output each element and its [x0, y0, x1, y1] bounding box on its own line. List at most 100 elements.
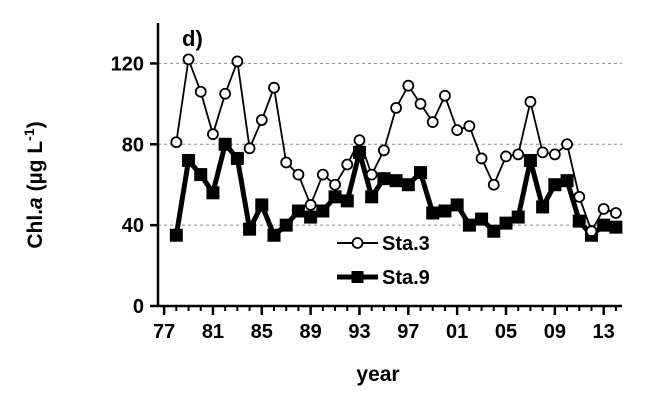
point-sta3-1991 [329, 178, 341, 191]
point-sta9-2006 [511, 210, 525, 224]
point-sta9-1992 [340, 194, 354, 208]
point-sta3-2010 [561, 138, 573, 151]
point-sta3-2013 [597, 203, 610, 215]
series-sta3 [170, 53, 622, 238]
point-sta3-2008 [536, 146, 549, 159]
x-tick-label-1981: 81 [202, 321, 224, 343]
point-sta3-1987 [280, 156, 293, 169]
x-tick-label-1977: 77 [153, 321, 175, 343]
point-sta3-1999 [426, 116, 439, 128]
point-sta9-1999 [426, 206, 440, 220]
point-sta9-1981 [206, 186, 220, 200]
point-sta9-1994 [365, 190, 379, 204]
point-sta3-2004 [487, 178, 500, 191]
point-sta9-2014 [609, 220, 623, 234]
point-sta3-1992 [341, 158, 354, 171]
point-sta9-2011 [572, 214, 586, 228]
point-sta3-1993 [353, 134, 366, 147]
point-sta9-1986 [267, 228, 281, 242]
legend-label-sta9: Sta.9 [382, 267, 430, 289]
point-sta9-2004 [487, 224, 501, 238]
x-tick-label-1993: 93 [348, 321, 370, 343]
point-sta9-1991 [328, 190, 342, 204]
point-sta3-2014 [609, 207, 622, 219]
point-sta3-1995 [377, 144, 390, 157]
legend-marker-sta3 [351, 237, 364, 249]
point-sta9-2005 [499, 216, 513, 230]
point-sta3-1990 [316, 168, 329, 181]
point-sta9-1984 [243, 222, 257, 236]
legend: Sta.3 Sta.9 [337, 233, 430, 289]
axes [156, 23, 622, 308]
series-sta9 [169, 137, 623, 242]
point-sta3-2000 [439, 89, 451, 102]
point-sta3-2001 [451, 124, 464, 137]
y-axis-title-sup: -1 [21, 128, 37, 141]
point-sta9-2007 [523, 153, 537, 167]
point-sta9-2002 [462, 218, 476, 232]
y-axis-title-italic: a [24, 197, 47, 209]
point-sta9-1983 [230, 151, 244, 165]
point-sta3-1989 [304, 199, 317, 211]
point-sta9-1998 [414, 166, 428, 180]
legend-item-sta9: Sta.9 [337, 267, 430, 289]
point-sta3-2007 [524, 95, 537, 108]
panel-label: d) [182, 26, 203, 51]
y-tick-label-0: 0 [133, 296, 144, 318]
point-sta3-1979 [182, 53, 195, 66]
x-tick-label-1989: 89 [300, 321, 322, 343]
point-sta3-1984 [243, 142, 256, 155]
point-sta9-1990 [316, 204, 330, 218]
point-sta3-1998 [414, 97, 427, 110]
point-sta3-1997 [402, 79, 415, 92]
point-sta3-2002 [463, 120, 476, 132]
legend-label-sta3: Sta.3 [382, 233, 430, 255]
ticks: 0 40 80 120 77 81 85 89 93 97 01 05 09 13 [111, 53, 617, 343]
x-tick-label-2001: 01 [446, 321, 468, 343]
point-sta9-2000 [438, 204, 452, 218]
point-sta9-2001 [450, 198, 464, 212]
x-tick-label-1997: 97 [397, 321, 419, 343]
x-tick-label-2009: 09 [544, 321, 566, 343]
y-tick-label-40: 40 [122, 215, 144, 237]
point-sta9-2010 [560, 174, 574, 188]
point-sta9-1979 [182, 153, 196, 167]
point-sta9-1980 [194, 168, 208, 182]
x-tick-label-2005: 05 [495, 321, 517, 343]
point-sta9-1987 [279, 218, 293, 232]
point-sta9-2009 [548, 178, 562, 192]
y-axis-title-main: Chl. [24, 209, 47, 249]
point-sta9-2003 [475, 212, 489, 226]
point-sta3-1986 [268, 81, 280, 94]
point-sta3-2005 [500, 150, 512, 163]
point-sta3-1994 [365, 168, 378, 181]
point-sta3-1978 [170, 136, 183, 149]
line-sta3 [175, 58, 617, 233]
point-sta3-2012 [585, 225, 598, 238]
point-sta9-1985 [255, 198, 269, 212]
point-sta3-2009 [548, 148, 561, 161]
point-sta9-1982 [218, 137, 232, 151]
point-sta3-1980 [194, 85, 207, 98]
point-sta9-1978 [169, 228, 183, 242]
point-sta3-1988 [292, 168, 305, 181]
point-sta3-2006 [512, 148, 525, 161]
x-tick-label-2013: 13 [593, 321, 615, 343]
point-sta3-1981 [207, 128, 219, 141]
point-sta9-1988 [291, 204, 305, 218]
point-sta3-1982 [219, 87, 232, 100]
y-axis-title-unit: (µg L [24, 141, 47, 198]
point-sta3-2011 [573, 190, 586, 203]
y-axis-title-close: ) [24, 121, 47, 128]
point-sta9-1995 [377, 172, 391, 186]
point-sta9-2013 [597, 218, 611, 232]
y-tick-label-80: 80 [122, 134, 144, 156]
gridlines [158, 62, 622, 226]
point-sta3-1985 [255, 114, 268, 126]
y-axis-title: Chl.a (µg L-1) [21, 121, 47, 248]
point-sta9-1989 [304, 210, 318, 224]
point-sta3-1996 [390, 102, 403, 114]
point-sta9-1996 [389, 174, 403, 188]
point-sta3-1983 [231, 55, 244, 68]
